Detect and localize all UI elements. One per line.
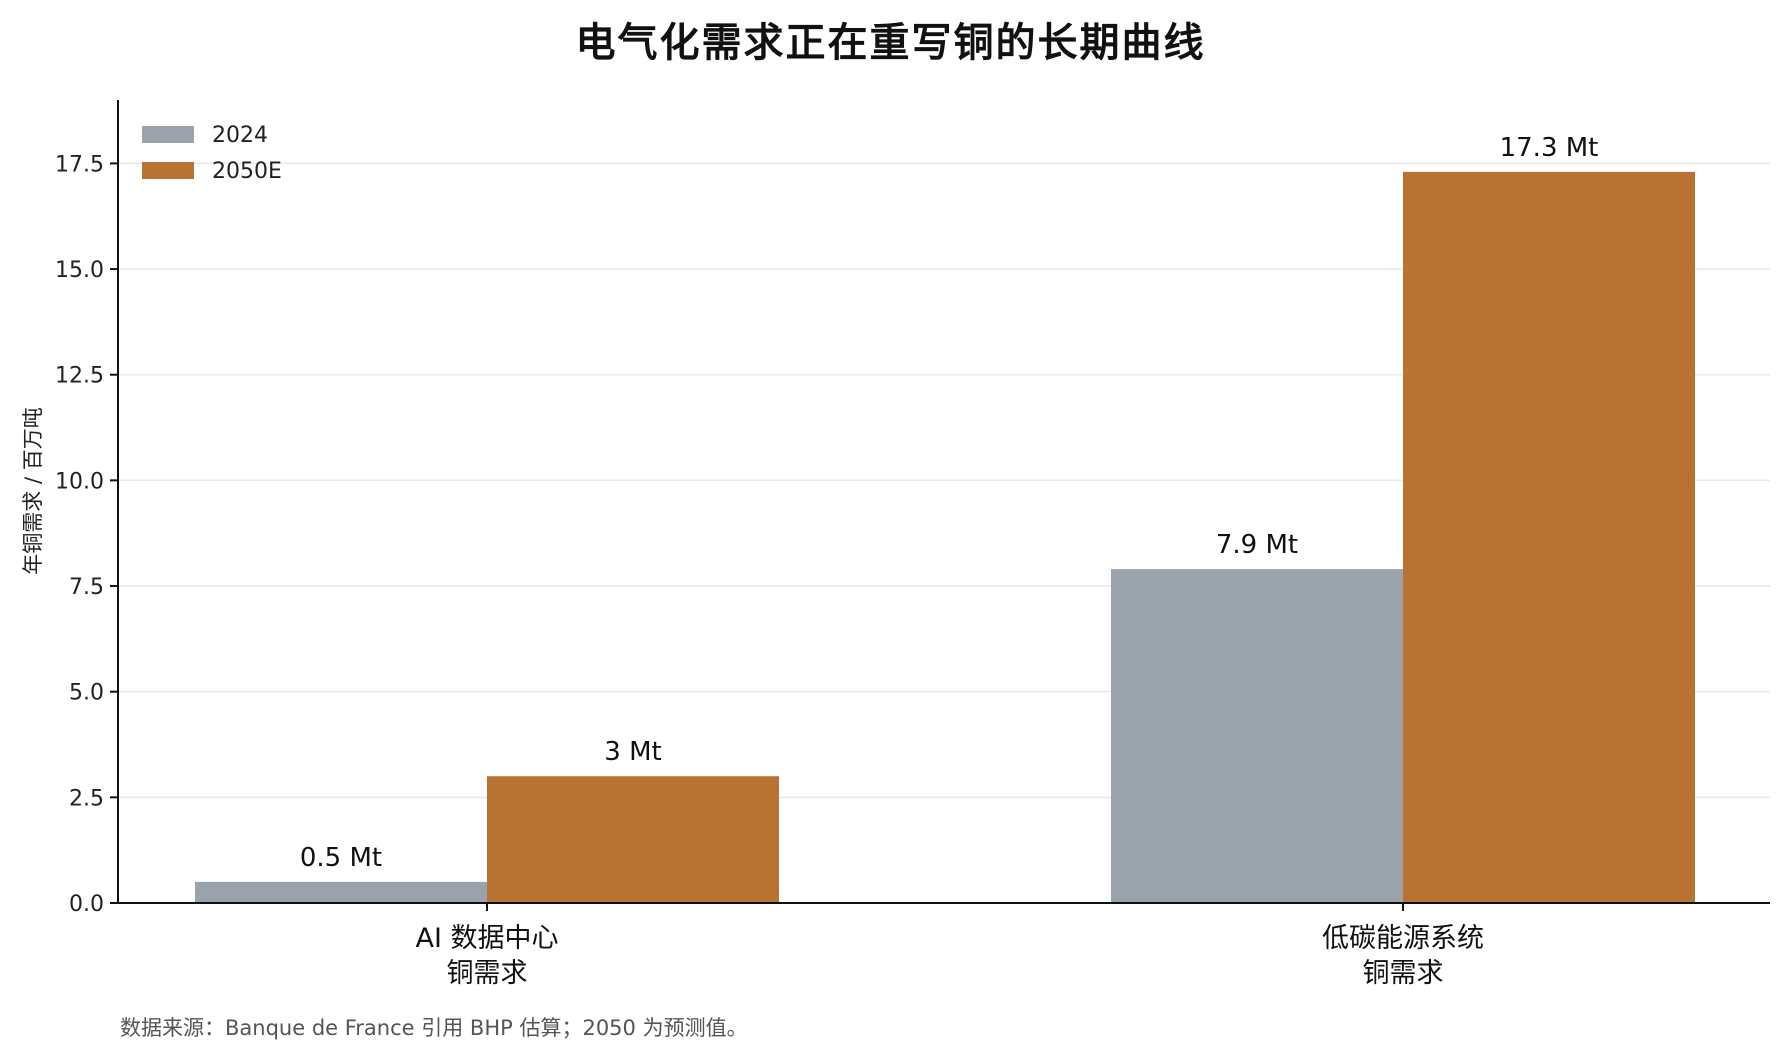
data-label: 17.3 Mt xyxy=(1500,133,1599,163)
y-axis-label: 年铜需求 / 百万吨 xyxy=(21,407,45,574)
legend-label: 2024 xyxy=(212,123,268,148)
y-tick-label: 10.0 xyxy=(55,469,104,494)
y-tick-label: 12.5 xyxy=(55,364,104,389)
source-note: 数据来源：Banque de France 引用 BHP 估算；2050 为预测… xyxy=(120,1016,748,1040)
y-tick-label: 17.5 xyxy=(55,152,104,177)
legend-swatch xyxy=(142,126,194,143)
data-labels: 0.5 Mt 3 Mt 7.9 Mt 17.3 Mt xyxy=(300,133,1599,873)
y-tick-label: 15.0 xyxy=(55,258,104,283)
y-tick-label: 7.5 xyxy=(69,575,104,600)
y-tick-label: 0.0 xyxy=(69,892,104,917)
bar-2050e-0 xyxy=(487,776,779,903)
y-ticks: 0.0 2.5 5.0 7.5 10.0 12.5 15.0 17.5 xyxy=(55,152,118,917)
data-label: 0.5 Mt xyxy=(300,843,382,873)
axes xyxy=(117,100,1770,904)
chart-title: 电气化需求正在重写铜的长期曲线 xyxy=(575,20,1206,66)
bar-2050e-1 xyxy=(1403,171,1695,904)
bars xyxy=(195,171,1695,904)
y-tick-label: 5.0 xyxy=(69,681,104,706)
bar-2024-1 xyxy=(1111,569,1403,903)
legend-swatch xyxy=(142,162,194,179)
x-category-label: 铜需求 xyxy=(1363,958,1444,989)
x-category-label: 低碳能源系统 xyxy=(1322,923,1484,954)
x-category-label: AI 数据中心 xyxy=(415,923,558,954)
data-label: 7.9 Mt xyxy=(1216,530,1298,560)
legend-label: 2050E xyxy=(212,159,282,184)
data-label: 3 Mt xyxy=(604,737,661,767)
x-category-label: 铜需求 xyxy=(447,958,528,989)
legend: 2024 2050E xyxy=(142,123,282,184)
y-tick-label: 2.5 xyxy=(69,786,104,811)
bar-2024-0 xyxy=(195,881,487,903)
